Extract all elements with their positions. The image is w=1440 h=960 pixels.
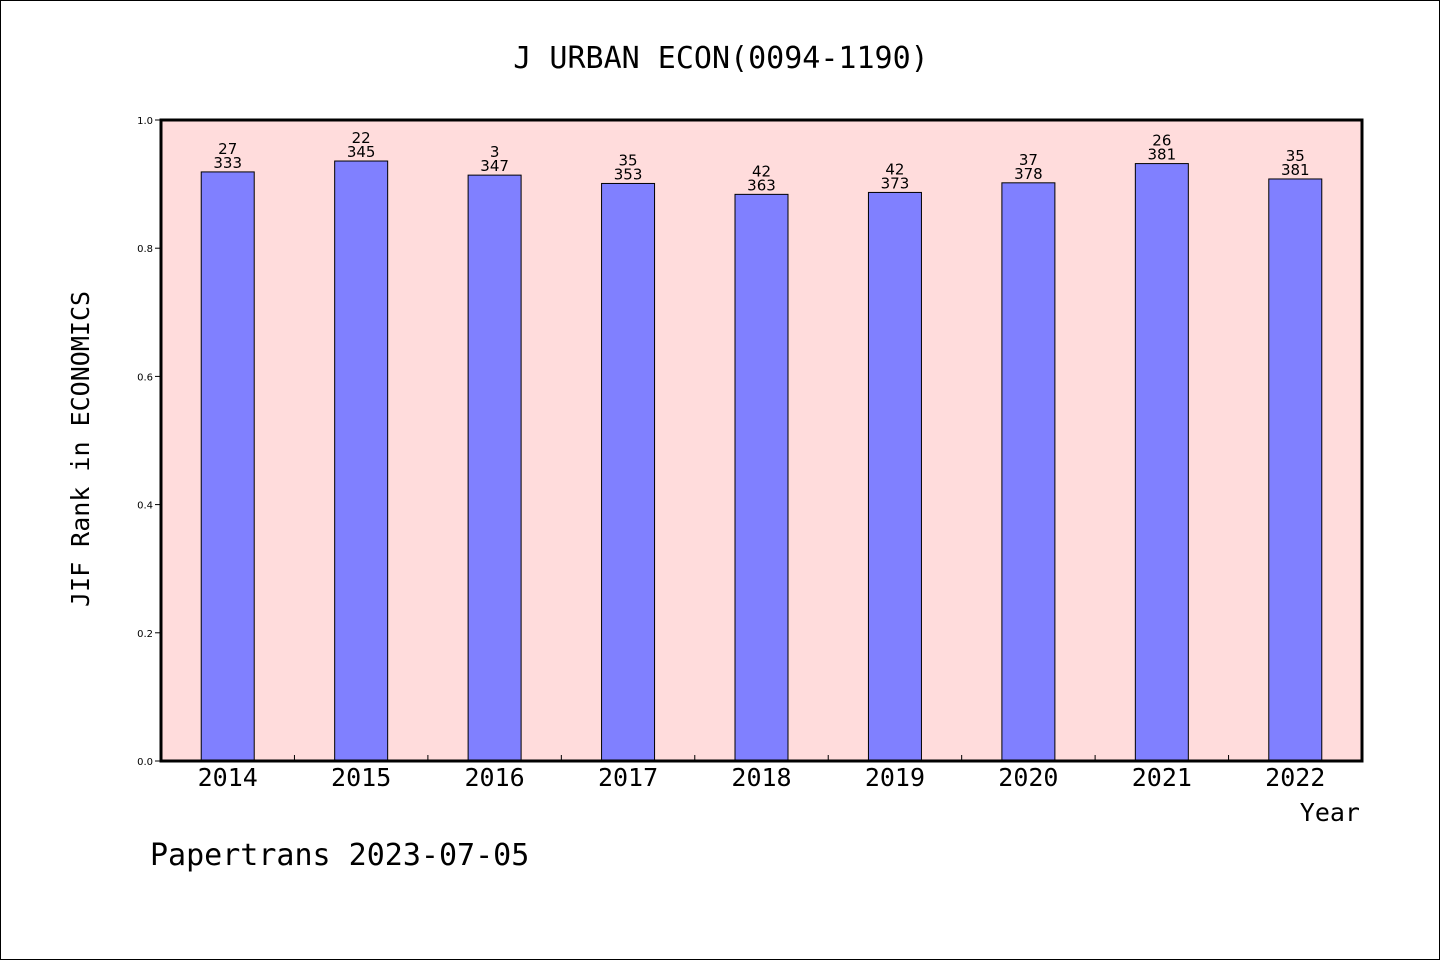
bar-2022 xyxy=(1268,178,1323,762)
bar-total-label: 381 xyxy=(1281,161,1310,179)
bar-2020 xyxy=(1001,182,1056,762)
plot-border xyxy=(159,118,1364,763)
bar-2018 xyxy=(734,193,789,762)
x-tick-label: 2019 xyxy=(865,763,925,792)
bar-2015 xyxy=(334,160,389,762)
y-tick-label: 0.0 xyxy=(137,757,153,768)
bar-2019 xyxy=(867,191,922,762)
x-tick-label: 2016 xyxy=(465,763,525,792)
bar-rank-label: 22 xyxy=(352,129,371,147)
y-tick-label: 0.8 xyxy=(137,244,153,255)
bar-total-label: 333 xyxy=(213,154,242,172)
bar-2017 xyxy=(601,182,656,762)
bar-total-label: 373 xyxy=(881,174,910,192)
bar-2016 xyxy=(467,174,522,762)
x-tick-label: 2021 xyxy=(1132,763,1192,792)
bar-rank-label: 42 xyxy=(885,160,904,178)
y-axis-ticks: 0.0 0.2 0.4 0.6 0.8 1.0 xyxy=(137,116,161,768)
footer-credit: Papertrans 2023-07-05 xyxy=(150,838,529,873)
bar-rank-label: 37 xyxy=(1019,151,1038,169)
x-tick-label: 2015 xyxy=(331,763,391,792)
bar-total-label: 347 xyxy=(480,157,509,175)
x-tick-label: 2022 xyxy=(1265,763,1325,792)
x-tick-label: 2020 xyxy=(998,763,1058,792)
bar-2014 xyxy=(200,171,255,762)
bar-rank-label: 35 xyxy=(619,151,638,169)
bar-rank-label: 35 xyxy=(1286,147,1305,165)
x-axis-label: Year xyxy=(1300,798,1360,827)
chart-title: J URBAN ECON(0094-1190) xyxy=(513,41,928,76)
bar-rank-label: 26 xyxy=(1152,132,1171,150)
bar-rank-label: 3 xyxy=(490,143,500,161)
bar-total-label: 353 xyxy=(614,165,643,183)
bar-rank-label: 27 xyxy=(218,140,237,158)
y-axis-label: JIF Rank in ECONOMICS xyxy=(66,291,95,607)
bar-rank-label: 42 xyxy=(752,162,771,180)
y-tick-label: 1.0 xyxy=(137,116,153,127)
y-tick-label: 0.4 xyxy=(137,501,153,512)
bar-total-label: 381 xyxy=(1148,146,1177,164)
y-tick-label: 0.2 xyxy=(137,629,153,640)
bar-2021 xyxy=(1134,163,1189,762)
y-tick-label: 0.6 xyxy=(137,372,153,383)
bar-total-label: 363 xyxy=(747,176,776,194)
x-tick-label: 2018 xyxy=(731,763,791,792)
x-tick-label: 2017 xyxy=(598,763,658,792)
x-axis-ticks: 2014 2015 2016 2017 2018 2019 2020 2021 2022 xyxy=(198,755,1325,792)
bar-total-label: 345 xyxy=(347,143,376,161)
x-tick-label: 2014 xyxy=(198,763,258,792)
bar-total-label: 378 xyxy=(1014,165,1043,183)
bar-series xyxy=(200,160,1323,762)
